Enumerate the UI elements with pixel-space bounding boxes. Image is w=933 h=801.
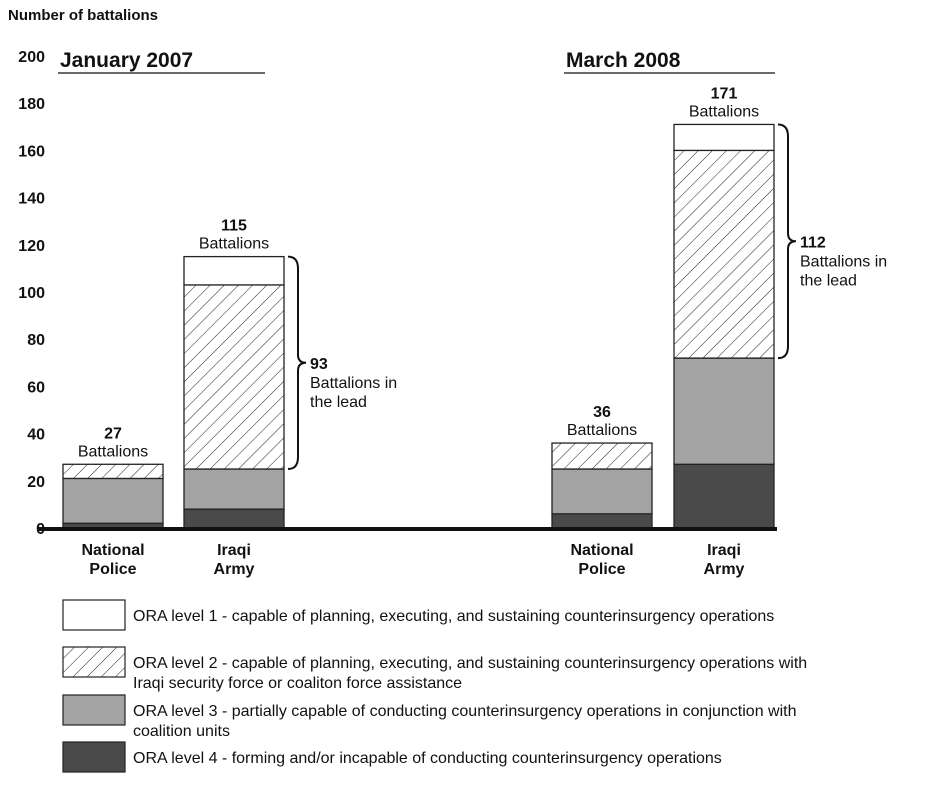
legend-swatch — [62, 599, 126, 631]
category-label-line: Police — [89, 561, 136, 578]
total-unit: Battalions — [78, 443, 148, 460]
bar-segment — [62, 477, 164, 524]
bar-segment — [62, 463, 164, 480]
bar-segment — [673, 123, 775, 152]
y-tick-label: 20 — [27, 474, 45, 491]
legend-label: ORA level 4 - forming and/or incapable o… — [133, 750, 722, 767]
lead-brace — [777, 123, 797, 360]
total-label: 171 — [711, 85, 738, 102]
lead-brace — [287, 255, 307, 470]
y-tick-label: 200 — [18, 49, 45, 66]
total-label: 27 — [104, 425, 122, 442]
category-label-line: Police — [578, 561, 625, 578]
y-tick-label: 80 — [27, 332, 45, 349]
bar-segment — [183, 508, 285, 529]
category-label-line: Army — [214, 561, 255, 578]
lead-value: 112 — [800, 234, 826, 251]
group-title: March 2008 — [566, 49, 681, 72]
legend-label: ORA level 1 - capable of planning, execu… — [133, 608, 774, 625]
legend-swatch — [62, 694, 126, 726]
total-label: 36 — [593, 404, 611, 421]
category-label-line: Army — [704, 561, 745, 578]
total-label: 115 — [221, 218, 247, 235]
category-label-line: Iraqi — [707, 542, 741, 559]
lead-text: the lead — [310, 394, 367, 411]
y-tick-label: 120 — [18, 238, 45, 255]
y-tick-label: 60 — [27, 379, 45, 396]
bar-segment — [673, 149, 775, 359]
category-label: National Police — [81, 542, 144, 578]
legend-label: coalition units — [133, 723, 230, 740]
category-label: Iraqi Army — [214, 542, 255, 578]
legend-label: ORA level 2 - capable of planning, execu… — [133, 655, 807, 672]
lead-value: 93 — [310, 356, 328, 373]
legend-swatch — [62, 646, 126, 678]
y-tick-label: 100 — [18, 285, 45, 302]
bar-segment — [551, 442, 653, 470]
bar-segment — [183, 255, 285, 286]
legend-label: ORA level 3 - partially capable of condu… — [133, 703, 797, 720]
category-label-line: National — [81, 542, 144, 559]
total-unit: Battalions — [689, 103, 759, 120]
bar-segment — [673, 463, 775, 529]
y-tick-label: 180 — [18, 96, 45, 113]
bar-segment — [551, 513, 653, 529]
category-label: Iraqi Army — [704, 542, 745, 578]
group-title: January 2007 — [60, 49, 193, 72]
y-tick-label: 160 — [18, 143, 45, 160]
bar-segment — [183, 284, 285, 470]
category-label: National Police — [570, 542, 633, 578]
bar-segment — [673, 357, 775, 465]
y-tick-label: 140 — [18, 191, 45, 208]
bar-segment — [183, 468, 285, 510]
total-unit: Battalions — [199, 236, 269, 253]
lead-text: Battalions in — [800, 253, 887, 270]
legend-swatch — [62, 741, 126, 773]
bar-segment — [551, 468, 653, 515]
category-label-line: National — [570, 542, 633, 559]
legend-label: Iraqi security force or coaliton force a… — [133, 675, 462, 692]
baseline — [37, 527, 777, 531]
lead-text: Battalions in — [310, 375, 397, 392]
total-unit: Battalions — [567, 422, 637, 439]
lead-text: the lead — [800, 272, 857, 289]
category-label-line: Iraqi — [217, 542, 251, 559]
y-tick-label: 40 — [27, 427, 45, 444]
y-axis-label: Number of battalions — [8, 7, 158, 24]
